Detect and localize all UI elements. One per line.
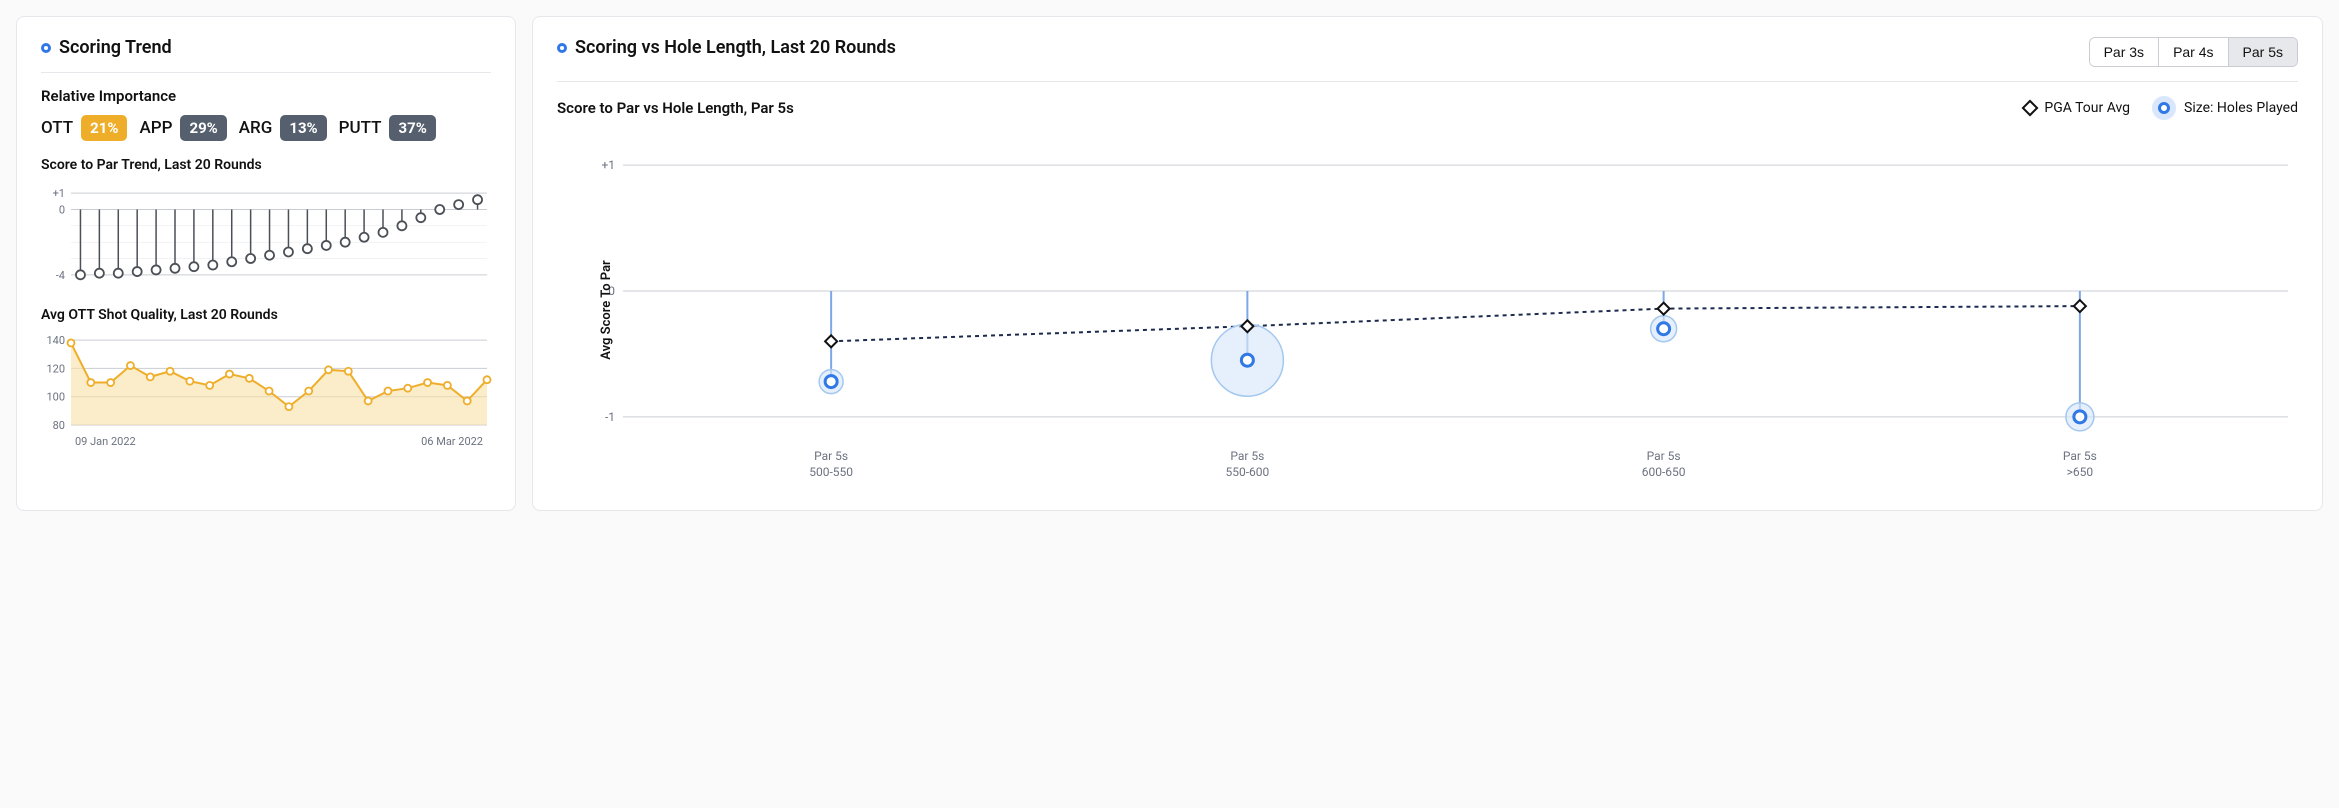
hole-length-card: Scoring vs Hole Length, Last 20 Rounds P…: [532, 16, 2323, 511]
svg-text:500-550: 500-550: [809, 465, 853, 479]
diamond-icon: [2022, 100, 2039, 117]
svg-text:Par 5s: Par 5s: [2063, 449, 2097, 463]
importance-item: ARG 13%: [239, 115, 327, 141]
svg-text:-1: -1: [605, 410, 615, 424]
svg-text:140: 140: [46, 334, 65, 347]
importance-row: OTT 21% APP 29% ARG 13% PUTT 37%: [41, 115, 491, 141]
svg-text:120: 120: [46, 362, 65, 375]
tab-par-4s[interactable]: Par 4s: [2159, 38, 2228, 66]
legend-row: Score to Par vs Hole Length, Par 5s PGA …: [557, 96, 2298, 120]
svg-text:-4: -4: [56, 269, 65, 282]
ott-quality-chart: 80 100 120 140 09 Jan 2022 06 Mar 2022: [41, 329, 493, 449]
bubble-icon: [2152, 96, 2176, 120]
svg-text:06 Mar 2022: 06 Mar 2022: [421, 435, 483, 448]
tab-par-3s[interactable]: Par 3s: [2090, 38, 2159, 66]
svg-text:550-600: 550-600: [1225, 465, 1269, 479]
svg-text:09 Jan 2022: 09 Jan 2022: [75, 435, 136, 448]
legend-pga: PGA Tour Avg: [2024, 100, 2130, 116]
ott-chart-block: Avg OTT Shot Quality, Last 20 Rounds 80 1…: [41, 307, 491, 453]
svg-text:100: 100: [46, 391, 65, 404]
par-tabs: Par 3sPar 4sPar 5s: [2089, 37, 2298, 67]
importance-item: PUTT 37%: [339, 115, 436, 141]
importance-value-pill: 21%: [81, 115, 127, 141]
ott-chart-title: Avg OTT Shot Quality, Last 20 Rounds: [41, 307, 491, 323]
y-axis-title-wrap: Avg Score To Par: [557, 130, 579, 490]
chart-subtitle: Score to Par vs Hole Length, Par 5s: [557, 99, 794, 117]
legend-size: Size: Holes Played: [2152, 96, 2298, 120]
importance-item: APP 29%: [139, 115, 226, 141]
bullet-icon: [557, 43, 567, 53]
importance-value-pill: 29%: [180, 115, 226, 141]
bullet-icon: [41, 43, 51, 53]
importance-label: OTT: [41, 118, 73, 138]
legend-pga-label: PGA Tour Avg: [2044, 100, 2130, 116]
card-title: Scoring Trend: [59, 37, 172, 58]
hole-length-chart: +10-1Par 5s500-550Par 5s550-600Par 5s600…: [579, 130, 2298, 490]
card-header: Scoring Trend: [41, 37, 491, 73]
importance-label: APP: [139, 118, 172, 138]
svg-text:+1: +1: [601, 158, 615, 172]
importance-label: PUTT: [339, 118, 382, 138]
svg-text:600-650: 600-650: [1642, 465, 1686, 479]
score-trend-chart: +1 0 -4: [41, 179, 493, 289]
svg-text:0: 0: [59, 204, 65, 217]
importance-value-pill: 13%: [280, 115, 326, 141]
legend-size-label: Size: Holes Played: [2184, 100, 2298, 116]
importance-item: OTT 21%: [41, 115, 127, 141]
svg-text:Par 5s: Par 5s: [1230, 449, 1264, 463]
svg-text:80: 80: [53, 419, 65, 432]
svg-text:Par 5s: Par 5s: [1647, 449, 1681, 463]
svg-text:+1: +1: [53, 187, 65, 200]
y-axis-title: Avg Score To Par: [599, 260, 614, 359]
svg-text:>650: >650: [2067, 465, 2094, 479]
importance-label: ARG: [239, 118, 273, 138]
svg-text:Par 5s: Par 5s: [814, 449, 848, 463]
card-title: Scoring vs Hole Length, Last 20 Rounds: [575, 37, 896, 58]
card-header: Scoring vs Hole Length, Last 20 Rounds P…: [557, 37, 2298, 82]
tab-par-5s[interactable]: Par 5s: [2229, 38, 2297, 66]
trend-chart-title: Score to Par Trend, Last 20 Rounds: [41, 157, 491, 173]
scoring-trend-card: Scoring Trend Relative Importance OTT 21%…: [16, 16, 516, 511]
relative-importance-heading: Relative Importance: [41, 87, 491, 105]
trend-chart-block: Score to Par Trend, Last 20 Rounds +1 0 -4: [41, 157, 491, 293]
importance-value-pill: 37%: [389, 115, 435, 141]
